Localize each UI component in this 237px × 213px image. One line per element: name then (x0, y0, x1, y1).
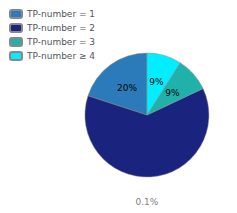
svg-text:20%: 20% (117, 83, 137, 93)
svg-text:TP-number = 2: TP-number = 2 (26, 23, 95, 33)
svg-text:9%: 9% (165, 88, 180, 98)
svg-text:TP-number ≥ 4: TP-number ≥ 4 (26, 51, 95, 61)
svg-text:TP-number = 3: TP-number = 3 (26, 37, 95, 47)
svg-text:TP-number = 1: TP-number = 1 (26, 9, 95, 19)
svg-text:0.1%: 0.1% (136, 197, 159, 207)
svg-text:9%: 9% (149, 77, 164, 87)
